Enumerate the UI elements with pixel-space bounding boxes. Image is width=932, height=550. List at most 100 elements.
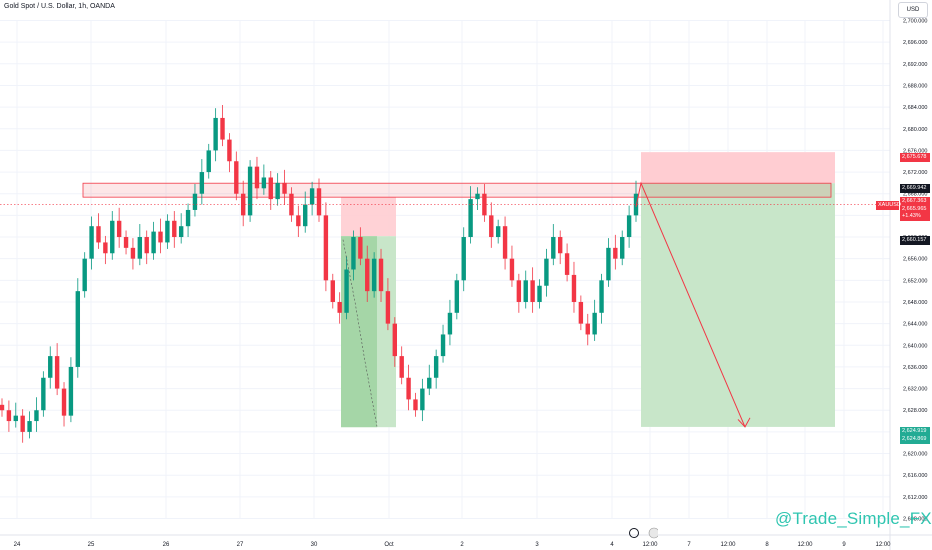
y-tick-label: 2,628.000 <box>903 408 927 414</box>
candle-body <box>41 377 46 411</box>
candle-body <box>454 280 460 313</box>
chart-title: Gold Spot / U.S. Dollar, 1h, OANDA <box>4 3 115 10</box>
candle-body <box>309 188 315 205</box>
candle-body <box>6 410 12 422</box>
candle-body <box>48 356 53 378</box>
y-tick-label: 2,640.000 <box>903 343 927 349</box>
candle-body <box>468 199 473 238</box>
candle-body <box>592 312 597 335</box>
candle-body <box>316 188 322 216</box>
candle-body <box>234 161 239 194</box>
candle-body <box>240 193 246 216</box>
candle-body <box>68 366 74 416</box>
candle-body <box>96 226 101 243</box>
x-tick-label: 26 <box>163 542 170 548</box>
y-tick-label: 2,688.000 <box>903 83 927 89</box>
y-tick-label: 2,676.000 <box>903 148 927 154</box>
candle-body <box>613 247 618 259</box>
y-tick-label: 2,616.000 <box>903 473 927 479</box>
candle-body <box>178 226 184 238</box>
candle-body <box>227 139 232 162</box>
candle-body <box>130 247 136 259</box>
x-tick-label: 8 <box>765 542 769 548</box>
x-tick-label: 12:00 <box>797 542 813 548</box>
candle-body <box>27 421 32 432</box>
candle-body <box>158 231 163 243</box>
candle-body <box>502 226 508 259</box>
y-tick-label: 2,680.000 <box>903 127 927 133</box>
candle-body <box>489 215 494 238</box>
candle-body <box>282 182 287 194</box>
candle-body <box>247 166 253 216</box>
replay-icon[interactable] <box>629 528 639 538</box>
x-tick-label: 4 <box>610 542 614 548</box>
candle-body <box>254 166 260 189</box>
arrow-head <box>737 417 751 428</box>
y-tick-label: 2,620.000 <box>903 452 927 458</box>
x-tick-label: 27 <box>237 542 244 548</box>
x-tick-label: 12:00 <box>875 542 891 548</box>
candle-body <box>406 377 411 400</box>
candle-body <box>75 291 81 367</box>
candle-body <box>144 237 149 254</box>
candle-body <box>433 356 439 378</box>
candles <box>0 104 639 443</box>
candle-body <box>564 253 570 275</box>
flag-icon[interactable] <box>648 527 660 539</box>
candle-body <box>399 356 404 378</box>
candle-body <box>103 242 108 254</box>
candle-body <box>516 280 522 302</box>
candle-body <box>330 280 335 302</box>
target-zone <box>641 183 835 427</box>
y-tick-label: 2,692.000 <box>903 62 927 68</box>
past-stop-zone <box>341 197 396 237</box>
candle-body <box>385 291 391 324</box>
symbol-badge: XAUUSD <box>876 201 901 210</box>
price-badge: 2,667.363 <box>900 197 930 206</box>
y-tick-label: 2,636.000 <box>903 365 927 371</box>
candle-body <box>620 237 625 259</box>
currency-button[interactable]: USD <box>898 2 928 18</box>
candle-body <box>585 323 590 335</box>
candle-body <box>213 117 218 151</box>
y-tick-label: 2,700.000 <box>903 19 927 25</box>
candle-body <box>151 231 156 254</box>
price-badge: 2,624.919 <box>900 427 930 436</box>
candle-body <box>571 274 577 302</box>
candle-body <box>523 280 528 302</box>
candle-body <box>268 177 273 200</box>
x-tick-label: 3 <box>535 542 539 548</box>
candle-body <box>0 404 5 411</box>
past-filled-zone <box>341 236 377 428</box>
x-tick-label: 12:00 <box>720 542 736 548</box>
price-badge: 2,675.678 <box>900 153 930 162</box>
candle-body <box>365 258 370 292</box>
candle-body <box>137 237 143 259</box>
candle-body <box>495 226 501 238</box>
y-tick-label: 2,632.000 <box>903 387 927 393</box>
candle-body <box>358 237 363 259</box>
candle-body <box>303 204 308 227</box>
y-tick-label: 2,644.000 <box>903 322 927 328</box>
candle-body <box>20 415 25 432</box>
y-tick-label: 2,668.000 <box>903 192 927 198</box>
x-tick-label: Oct <box>384 542 394 548</box>
candle-body <box>110 220 115 254</box>
candle-body <box>13 415 18 422</box>
time-axis: 24 25 26 27 30 Oct 2 3 4 12:00 7 12:00 8 12:00 9 12:00 <box>0 534 932 548</box>
candle-body <box>551 237 556 259</box>
candle-body <box>344 269 349 313</box>
candle-body <box>34 410 39 422</box>
candle-body <box>392 323 398 357</box>
candle-body <box>606 247 611 281</box>
candle-body <box>447 312 453 335</box>
x-tick-label: 30 <box>311 542 318 548</box>
candle-body <box>123 237 129 248</box>
candle-body <box>82 258 87 292</box>
candle-body <box>116 220 122 238</box>
candle-body <box>275 182 280 200</box>
candle-body <box>530 280 535 302</box>
candle-body <box>323 215 329 281</box>
y-tick-label: 2,684.000 <box>903 105 927 111</box>
